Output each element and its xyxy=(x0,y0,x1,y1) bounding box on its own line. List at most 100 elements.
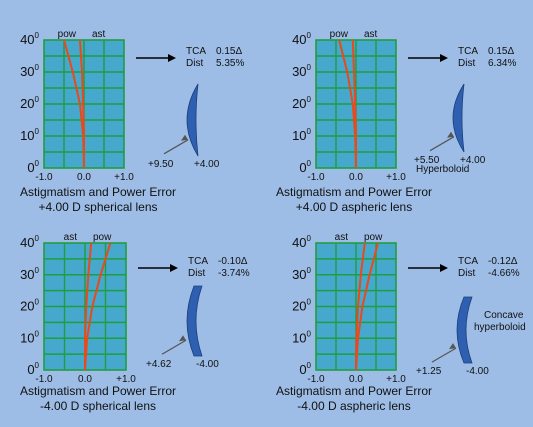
x-tick-label: 0.0 xyxy=(77,172,91,183)
lens-shape xyxy=(456,296,473,364)
lens-pointer-line xyxy=(431,347,457,363)
curve-label: ast xyxy=(92,29,106,40)
panel-title: Astigmatism and Power Error xyxy=(276,384,432,398)
y-tick-degree: 0 xyxy=(35,159,40,168)
y-tick-degree: 0 xyxy=(307,31,312,40)
lens-right-value: -4.00 xyxy=(466,366,489,377)
dist-label: Dist xyxy=(458,268,475,279)
y-tick-degree: 0 xyxy=(307,95,312,104)
panel-subtitle: +4.00 D spherical lens xyxy=(38,200,157,214)
dist-value: 5.35% xyxy=(216,58,244,69)
lens-pointer-head xyxy=(449,343,456,350)
y-tick-degree: 0 xyxy=(35,127,40,136)
lens-left-value: +1.25 xyxy=(416,366,442,377)
lens-shape xyxy=(186,83,199,157)
x-tick-label: 0.0 xyxy=(349,172,363,183)
curve-label: pow xyxy=(58,29,77,40)
y-tick-degree: 0 xyxy=(35,266,40,275)
arrow-head xyxy=(440,54,448,62)
lens-right-value: +4.00 xyxy=(194,159,220,170)
arrow-head xyxy=(170,264,178,272)
y-tick-degree: 0 xyxy=(35,361,40,370)
y-tick-degree: 0 xyxy=(307,127,312,136)
curve-ast xyxy=(351,39,357,168)
lens-left-value: +5.50 xyxy=(414,155,440,166)
curve-pow xyxy=(84,242,112,371)
lens-note-line-2: hyperboloid xyxy=(474,322,526,333)
lens-note: Concave hyperboloid xyxy=(474,310,526,333)
tca-value: 0.15Δ xyxy=(488,46,514,57)
dist-value: 6.34% xyxy=(488,58,516,69)
panel-title: Astigmatism and Power Error xyxy=(276,185,432,199)
y-tick-degree: 0 xyxy=(35,298,40,307)
x-tick-label: +1.0 xyxy=(386,374,406,385)
curve-label: pow xyxy=(330,29,349,40)
y-tick-degree: 0 xyxy=(307,298,312,307)
lens-left-value: +4.62 xyxy=(146,359,172,370)
curve-label: ast xyxy=(64,232,78,243)
y-tick-degree: 0 xyxy=(307,266,312,275)
y-tick-degree: 0 xyxy=(307,361,312,370)
lens-shape xyxy=(452,83,465,153)
panel-subtitle: -4.00 D spherical lens xyxy=(40,399,156,413)
y-tick-degree: 0 xyxy=(35,95,40,104)
y-tick-degree: 0 xyxy=(307,234,312,243)
curve-label: ast xyxy=(364,29,378,40)
x-tick-label: +1.0 xyxy=(114,172,134,183)
y-tick-degree: 0 xyxy=(307,329,312,338)
lens-left-value: +9.50 xyxy=(148,159,174,170)
lens-pointer-head xyxy=(447,131,454,138)
lens-pointer-head xyxy=(181,134,188,141)
dist-label: Dist xyxy=(186,58,203,69)
x-tick-label: -1.0 xyxy=(307,172,325,183)
tca-label: TCA xyxy=(186,46,206,57)
curve-ast xyxy=(79,39,85,168)
x-tick-label: 0.0 xyxy=(78,374,92,385)
panel-title: Astigmatism and Power Error xyxy=(20,185,176,199)
curve-label: pow xyxy=(364,232,383,243)
curve-label: pow xyxy=(93,232,112,243)
x-tick-label: -1.0 xyxy=(35,374,53,385)
tca-label: TCA xyxy=(458,46,478,57)
y-tick-degree: 0 xyxy=(35,63,40,72)
curve-label: ast xyxy=(335,232,349,243)
lens-right-value: -4.00 xyxy=(196,359,219,370)
x-tick-label: +1.0 xyxy=(116,374,136,385)
lens-shape xyxy=(186,285,203,357)
x-tick-label: -1.0 xyxy=(35,172,53,183)
panel-subtitle: +4.00 D aspheric lens xyxy=(296,200,412,214)
arrow-head xyxy=(168,54,176,62)
dist-value: -4.66% xyxy=(488,268,520,279)
dist-label: Dist xyxy=(188,268,205,279)
x-tick-label: -1.0 xyxy=(307,374,325,385)
tca-value: -0.10Δ xyxy=(218,256,248,267)
curve-ast xyxy=(84,242,93,370)
lens-pointer-line xyxy=(429,136,455,152)
y-tick-degree: 0 xyxy=(307,63,312,72)
panel-title: Astigmatism and Power Error xyxy=(20,384,176,398)
dist-label: Dist xyxy=(458,58,475,69)
curve-pow xyxy=(355,242,379,371)
tca-label: TCA xyxy=(188,256,208,267)
tca-value: -0.12Δ xyxy=(488,256,518,267)
curve-ast xyxy=(355,242,366,371)
x-tick-label: 0.0 xyxy=(349,374,363,385)
y-tick-degree: 0 xyxy=(35,31,40,40)
tca-label: TCA xyxy=(458,256,478,267)
y-tick-degree: 0 xyxy=(35,329,40,338)
lens-pointer-head xyxy=(179,335,186,342)
y-tick-degree: 0 xyxy=(35,234,40,243)
dist-value: -3.74% xyxy=(218,268,250,279)
lens-note: Hyperboloid xyxy=(416,164,469,175)
lens-note-line-1: Concave xyxy=(484,310,524,321)
arrow-head xyxy=(440,264,448,272)
x-tick-label: +1.0 xyxy=(386,172,406,183)
y-tick-degree: 0 xyxy=(307,159,312,168)
lens-right-value: +4.00 xyxy=(460,155,486,166)
panel-subtitle: -4.00 D aspheric lens xyxy=(297,399,410,413)
tca-value: 0.15Δ xyxy=(216,46,242,57)
lens-pointer-line xyxy=(161,339,187,355)
